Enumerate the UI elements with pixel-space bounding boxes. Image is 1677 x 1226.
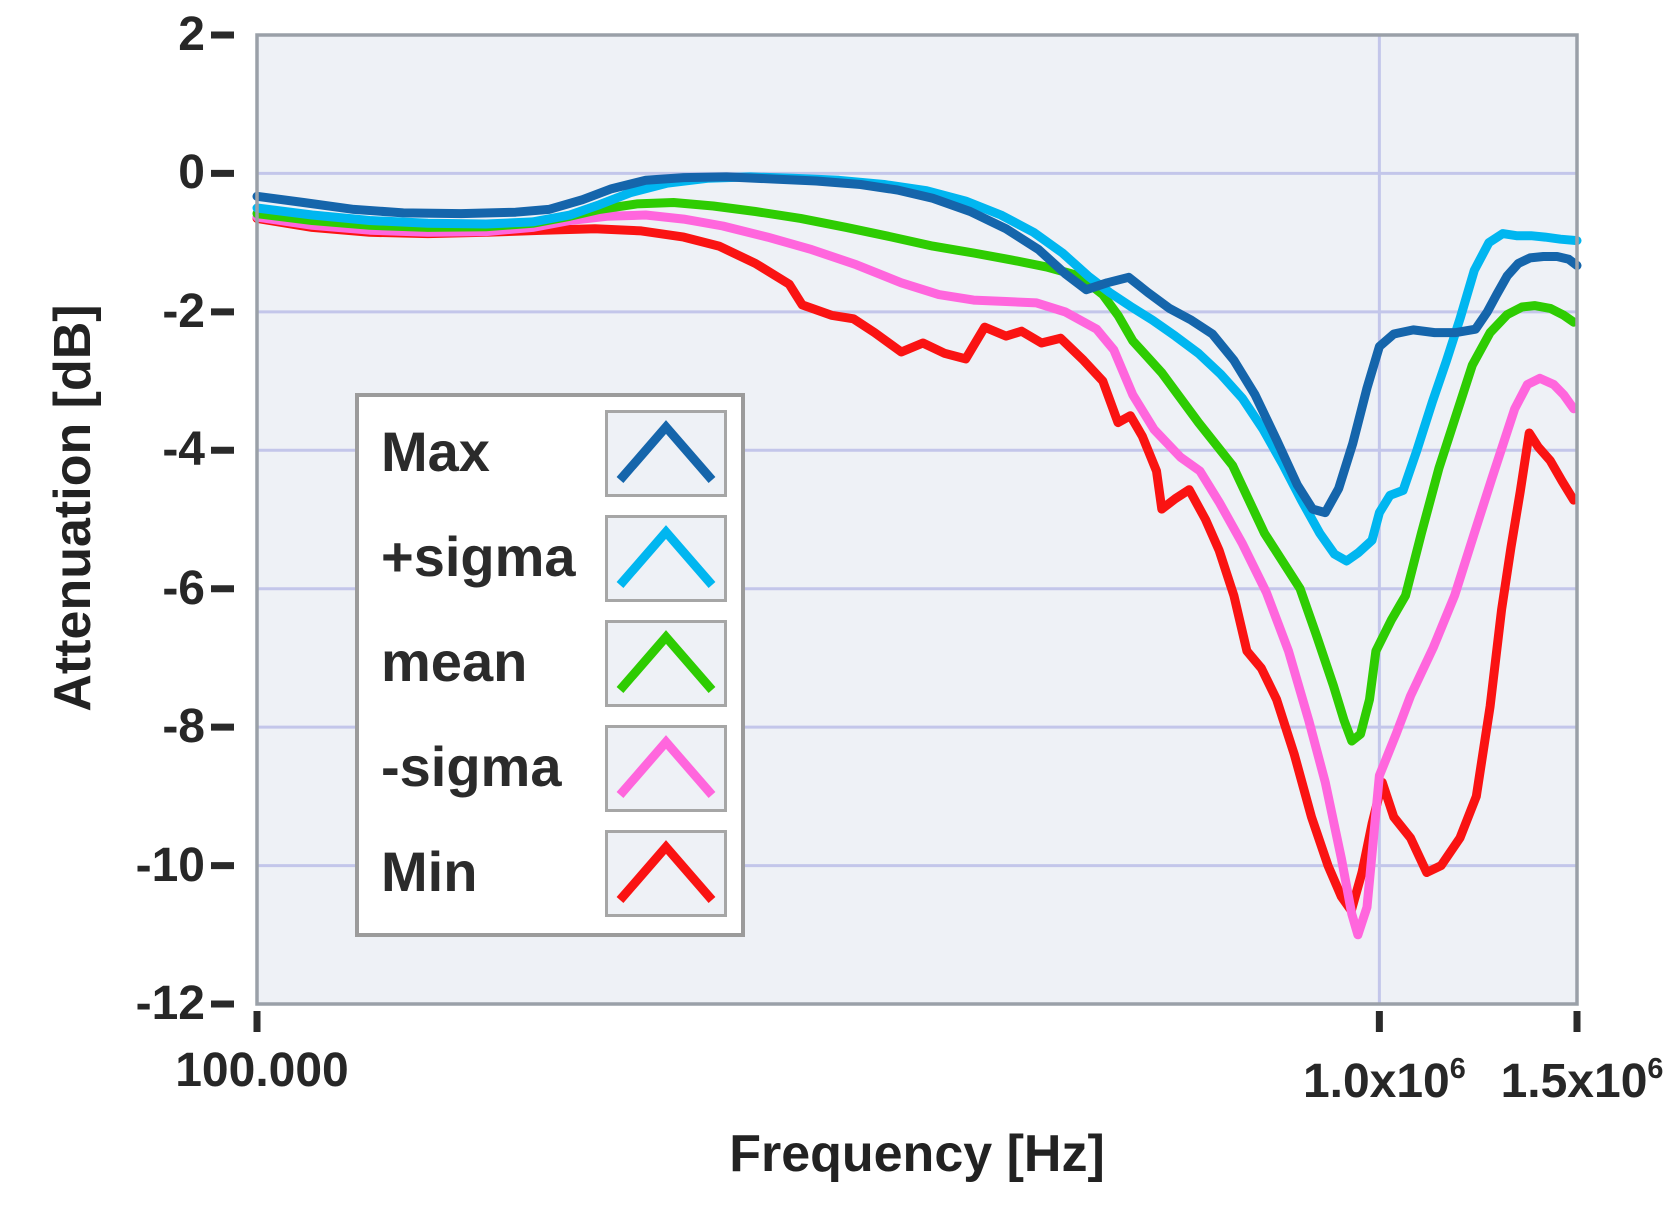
legend-swatch-max — [605, 410, 727, 497]
y-tick-label--6: -6 — [162, 561, 205, 615]
x-tick-label-100: 100.000 — [175, 1044, 349, 1097]
legend-label-plus-sigma: +sigma — [381, 525, 576, 588]
plot-border — [255, 33, 1579, 1006]
legend-row-minus-sigma: -sigma — [359, 725, 741, 812]
legend: Max +sigma mean -sigma Min — [355, 393, 745, 937]
y-axis-title: Attenuation [dB] — [44, 304, 102, 712]
legend-row-mean: mean — [359, 620, 741, 707]
y-tick-label-0: 0 — [178, 146, 205, 200]
legend-label-minus-sigma: -sigma — [381, 735, 562, 798]
legend-row-max: Max — [359, 410, 741, 497]
y-tick-label--10: -10 — [135, 838, 205, 892]
chevron-icon — [616, 840, 716, 903]
legend-label-max: Max — [381, 420, 490, 483]
curve-min — [252, 213, 1579, 916]
x-tick-label-1500: 1.5x106 — [1500, 1053, 1664, 1108]
legend-swatch-minus-sigma — [605, 725, 727, 812]
y-tick-label--2: -2 — [162, 284, 205, 338]
y-tick-label--12: -12 — [135, 977, 205, 1030]
y-tick-label-2: 2 — [178, 8, 205, 61]
chevron-icon — [616, 420, 716, 483]
x-axis-title: Frequency [Hz] — [729, 1125, 1105, 1183]
legend-swatch-plus-sigma — [605, 515, 727, 602]
chevron-icon — [616, 735, 716, 798]
legend-swatch-min — [605, 830, 727, 917]
x-tick-exponent: 6 — [1647, 1053, 1664, 1085]
curve-mean — [252, 198, 1579, 746]
chevron-icon — [616, 525, 716, 588]
y-tick-label--4: -4 — [162, 423, 205, 477]
legend-row-min: Min — [359, 830, 741, 917]
x-tick-exponent: 6 — [1449, 1053, 1466, 1085]
curve-minus-sigma — [252, 210, 1579, 940]
legend-swatch-mean — [605, 620, 727, 707]
legend-row-plus-sigma: +sigma — [359, 515, 741, 602]
x-tick-label-1000: 1.0x106 — [1302, 1053, 1466, 1108]
y-tick-label--8: -8 — [162, 700, 205, 754]
legend-label-min: Min — [381, 840, 478, 903]
legend-label-mean: mean — [381, 630, 528, 693]
chevron-icon — [616, 630, 716, 693]
curve-max — [252, 172, 1582, 518]
